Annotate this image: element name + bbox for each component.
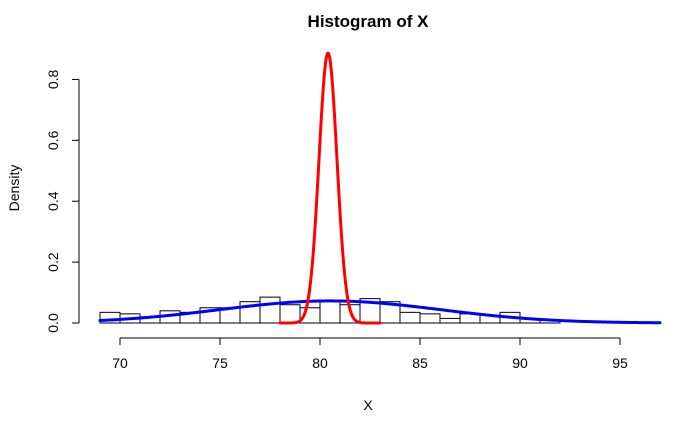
x-tick-label: 95 [612,355,628,371]
x-tick-label: 80 [312,355,328,371]
y-tick-label: 0.6 [45,130,61,150]
histogram-bar-17 [439,317,461,324]
y-tick-label: 0.0 [45,313,61,333]
histogram-bar-11 [319,301,341,324]
histogram-bar-8 [259,296,281,324]
density-curves [98,51,662,325]
x-tick-label: 85 [412,355,428,371]
x-axis: 70 75 80 85 90 95 [112,337,628,371]
x-tick-label: 70 [112,355,128,371]
x-axis-label: X [363,397,373,413]
density-curve-0 [98,299,662,325]
histogram-bar-16 [419,313,441,324]
histogram-bar-9 [279,304,301,324]
x-tick-label: 90 [512,355,528,371]
histogram-bar-15 [399,311,421,324]
chart-title: Histogram of X [308,12,430,31]
y-tick-label: 0.4 [45,191,61,211]
y-axis: 0.0 0.2 0.4 0.6 0.8 [45,70,80,333]
y-tick-label: 0.2 [45,252,61,272]
y-axis-label: Density [6,165,22,212]
histogram-bars [99,296,561,324]
x-tick-label: 75 [212,355,228,371]
y-tick-label: 0.8 [45,70,61,90]
density-curve-1 [278,51,382,325]
